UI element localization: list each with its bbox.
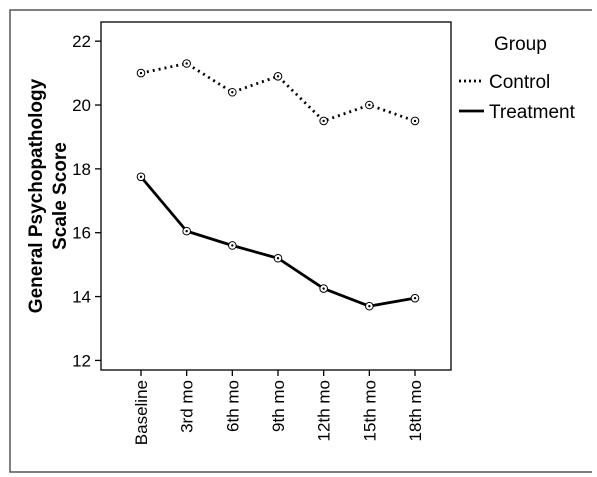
x-tick-label: 6th mo (223, 380, 242, 432)
x-tick-label: 15th mo (360, 380, 379, 441)
data-point-center-treatment (413, 296, 417, 300)
data-point-center-control (276, 75, 280, 78)
series-layer (136, 59, 420, 311)
x-tick-label: Baseline (132, 380, 151, 445)
data-point-center-treatment (231, 244, 234, 247)
legend-title: Group (494, 34, 547, 55)
x-axis-ticks: Baseline 3rd mo 6th mo 9th mo 12th mo 15th mo… (132, 370, 425, 445)
y-tick-label: 12 (72, 351, 91, 370)
data-point-center-treatment (185, 229, 188, 233)
y-tick-label: 14 (72, 288, 91, 307)
plot-area (100, 21, 452, 371)
data-point-center-control (139, 71, 143, 75)
legend-label-treatment: Treatment (489, 102, 576, 123)
y-tick-label: 20 (72, 96, 91, 115)
figure-frame (9, 9, 592, 473)
x-tick-label: 3rd mo (178, 380, 197, 433)
y-axis-ticks: 12 14 16 18 20 22 (72, 32, 101, 370)
data-point-center-treatment (322, 287, 325, 290)
data-point-center-treatment (139, 175, 143, 179)
x-tick-label: 12th mo (315, 380, 334, 441)
data-point-center-control (368, 103, 371, 107)
legend-label-control: Control (489, 72, 550, 93)
data-point-center-control (322, 119, 325, 123)
data-point-center-treatment (368, 304, 371, 308)
data-point-center-treatment (276, 257, 280, 260)
data-point-center-control (231, 91, 234, 94)
y-axis-label: General Psychopathology Scale Score (26, 78, 71, 313)
y-axis-label-line-2: Scale Score (50, 142, 71, 250)
y-axis-label-line-1: General Psychopathology (26, 78, 47, 313)
y-tick-label: 16 (72, 224, 91, 243)
legend: Group Control Treatment (459, 34, 576, 123)
y-tick-label: 22 (72, 32, 91, 51)
x-tick-label: 18th mo (406, 380, 425, 441)
data-point-center-control (413, 119, 417, 123)
x-tick-label: 9th mo (269, 380, 288, 432)
series-line-treatment (139, 175, 416, 308)
data-point-center-control (185, 62, 188, 65)
y-tick-label: 18 (72, 160, 91, 179)
